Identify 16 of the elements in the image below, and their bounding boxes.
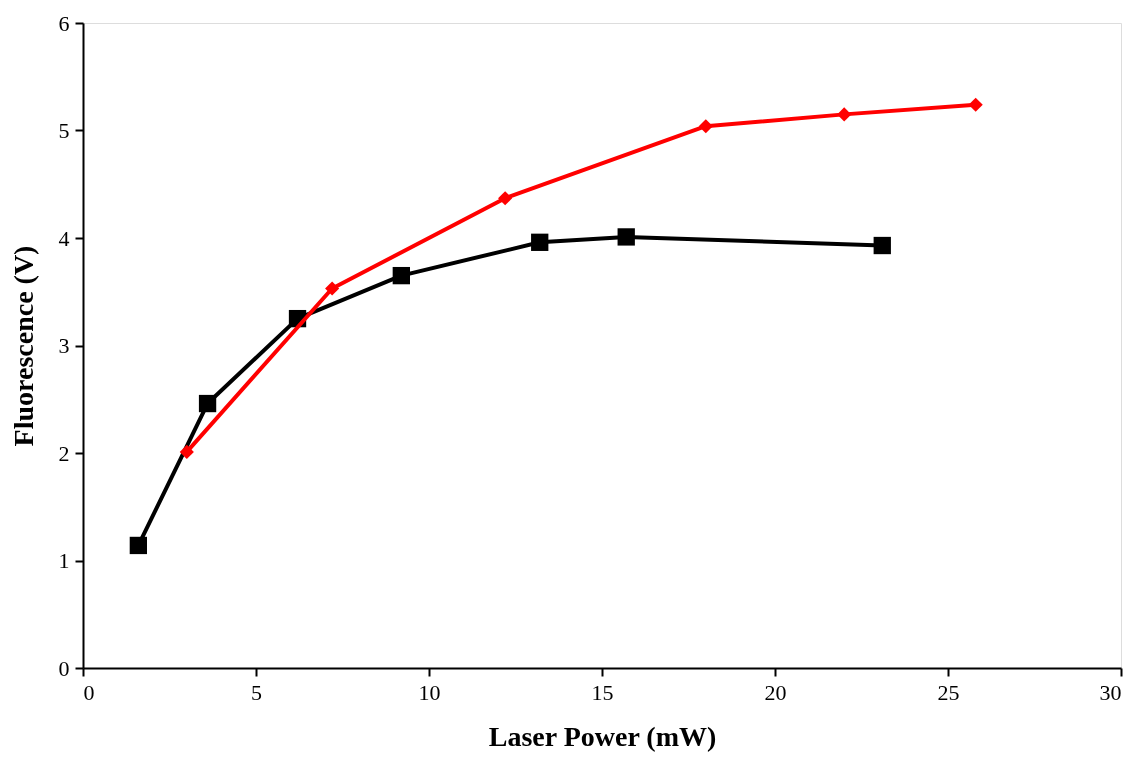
- x-axis-title: Laser Power (mW): [488, 720, 717, 752]
- x-tick-label: 30: [1099, 679, 1122, 705]
- x-tick-label: 15: [591, 679, 614, 705]
- y-axis-title: Fluorescence (V): [7, 245, 39, 447]
- y-tick-label: 3: [58, 333, 70, 358]
- x-tick-label: 25: [937, 679, 960, 705]
- y-tick-label: 0: [58, 655, 70, 681]
- y-tick-label: 2: [58, 440, 70, 466]
- y-tick-label: 5: [58, 118, 70, 143]
- x-tick-label: 0: [83, 679, 95, 705]
- y-tick-label: 6: [58, 10, 70, 36]
- x-tick-label: 5: [251, 679, 262, 705]
- x-tick-label: 10: [418, 679, 441, 705]
- y-tick-label: 1: [58, 548, 70, 573]
- x-tick-label: 20: [764, 679, 787, 705]
- y-tick-label: 4: [58, 225, 70, 251]
